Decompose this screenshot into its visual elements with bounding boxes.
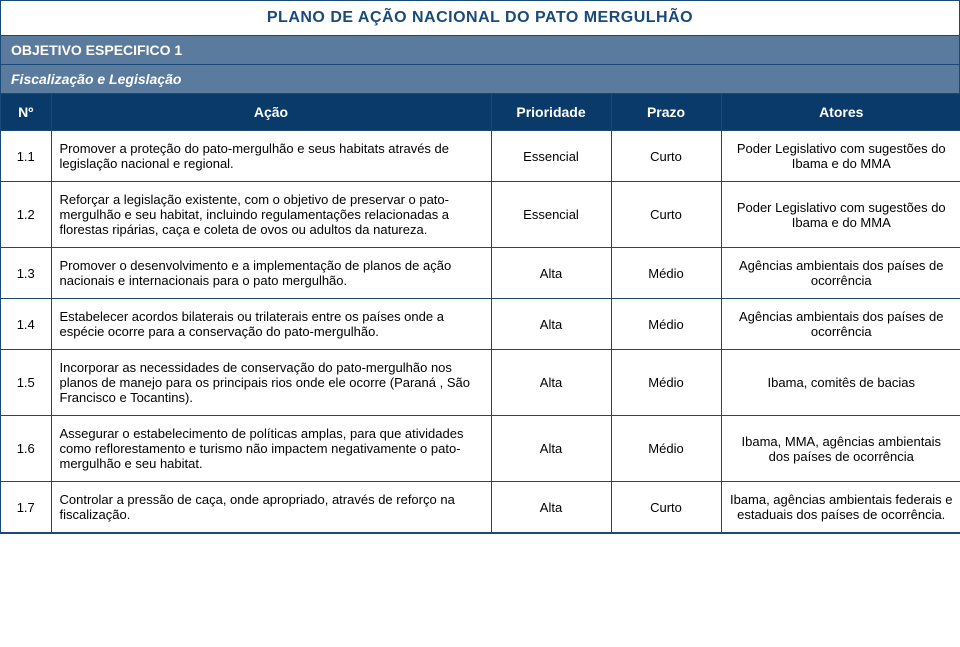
col-header-atores: Atores [721,94,960,131]
cell-num: 1.5 [1,350,51,416]
action-plan-page: PLANO DE AÇÃO NACIONAL DO PATO MERGULHÃO… [0,0,960,534]
cell-acao: Estabelecer acordos bilaterais ou trilat… [51,299,491,350]
cell-acao: Reforçar a legislação existente, com o o… [51,182,491,248]
cell-atores: Poder Legislativo com sugestões do Ibama… [721,182,960,248]
table-row: 1.6 Assegurar o estabelecimento de polít… [1,416,960,482]
cell-prazo: Médio [611,299,721,350]
cell-num: 1.7 [1,482,51,533]
cell-prazo: Médio [611,416,721,482]
cell-num: 1.1 [1,131,51,182]
cell-prazo: Curto [611,131,721,182]
cell-acao: Assegurar o estabelecimento de políticas… [51,416,491,482]
cell-prazo: Médio [611,248,721,299]
cell-prioridade: Alta [491,482,611,533]
table-row: 1.2 Reforçar a legislação existente, com… [1,182,960,248]
cell-atores: Agências ambientais dos países de ocorrê… [721,299,960,350]
page-title: PLANO DE AÇÃO NACIONAL DO PATO MERGULHÃO [1,1,959,36]
col-header-prazo: Prazo [611,94,721,131]
cell-num: 1.2 [1,182,51,248]
cell-num: 1.4 [1,299,51,350]
cell-prazo: Curto [611,482,721,533]
cell-num: 1.3 [1,248,51,299]
action-table: Nº Ação Prioridade Prazo Atores 1.1 Prom… [1,94,960,533]
cell-atores: Poder Legislativo com sugestões do Ibama… [721,131,960,182]
section-heading: Fiscalização e Legislação [1,65,959,94]
col-header-num: Nº [1,94,51,131]
cell-acao: Promover a proteção do pato-mergulhão e … [51,131,491,182]
table-header-row: Nº Ação Prioridade Prazo Atores [1,94,960,131]
cell-prazo: Curto [611,182,721,248]
table-row: 1.1 Promover a proteção do pato-mergulhã… [1,131,960,182]
cell-num: 1.6 [1,416,51,482]
cell-acao: Incorporar as necessidades de conservaçã… [51,350,491,416]
cell-prazo: Médio [611,350,721,416]
cell-acao: Controlar a pressão de caça, onde apropr… [51,482,491,533]
table-row: 1.3 Promover o desenvolvimento e a imple… [1,248,960,299]
table-row: 1.7 Controlar a pressão de caça, onde ap… [1,482,960,533]
cell-prioridade: Alta [491,350,611,416]
cell-atores: Ibama, comitês de bacias [721,350,960,416]
cell-prioridade: Alta [491,416,611,482]
col-header-acao: Ação [51,94,491,131]
cell-prioridade: Alta [491,248,611,299]
cell-prioridade: Essencial [491,131,611,182]
cell-prioridade: Essencial [491,182,611,248]
cell-atores: Agências ambientais dos países de ocorrê… [721,248,960,299]
table-row: 1.4 Estabelecer acordos bilaterais ou tr… [1,299,960,350]
cell-atores: Ibama, agências ambientais federais e es… [721,482,960,533]
table-row: 1.5 Incorporar as necessidades de conser… [1,350,960,416]
cell-prioridade: Alta [491,299,611,350]
objective-heading: OBJETIVO ESPECIFICO 1 [1,36,959,65]
cell-atores: Ibama, MMA, agências ambientais dos país… [721,416,960,482]
col-header-prioridade: Prioridade [491,94,611,131]
cell-acao: Promover o desenvolvimento e a implement… [51,248,491,299]
